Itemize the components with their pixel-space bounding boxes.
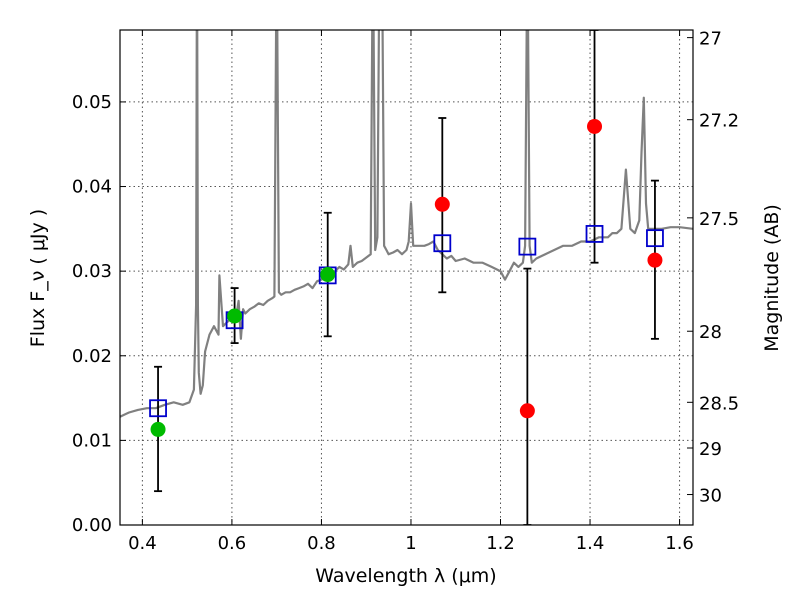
y-tick-label: 0.01	[72, 430, 112, 451]
synthetic-flux-square	[149, 399, 167, 418]
right-tick-label: 27.5	[699, 209, 739, 230]
synthetic-flux-square	[433, 234, 452, 253]
x-tick-label: 0.4	[128, 533, 157, 554]
right-tick-label: 28	[699, 322, 722, 343]
y-tick-label: 0.05	[72, 92, 112, 113]
x-tick-label: 1.4	[576, 533, 605, 554]
observed-flux-point	[434, 196, 450, 212]
x-axis-title: Wavelength λ (μm)	[315, 565, 496, 587]
plot-frame	[119, 29, 694, 526]
synthetic-flux-square	[646, 229, 664, 248]
y-axis-title: Flux F_ν ( μJy )	[27, 209, 49, 347]
ticks: 0.4 0.6 0.8 1 1.2 1.4 1.6 0.00 0.01 0.02 0.03 0.04 0…	[72, 29, 739, 554]
y-tick-label: 0.04	[72, 177, 112, 198]
x-tick-label: 0.8	[307, 533, 336, 554]
right-axis-title: Magnitude (AB)	[761, 204, 783, 352]
right-tick-label: 29	[699, 439, 722, 460]
observed-flux-point	[519, 403, 535, 419]
x-tick-label: 1	[405, 533, 416, 554]
synthetic-flux-square	[585, 225, 604, 243]
right-tick-label: 27	[699, 29, 722, 50]
grid	[120, 30, 693, 526]
x-tick-label: 0.6	[218, 533, 247, 554]
x-tick-label: 1.2	[486, 533, 515, 554]
observed-flux-point	[150, 421, 166, 437]
observed-flux-point	[647, 252, 663, 268]
model-spectrum-line	[120, 30, 693, 418]
right-tick-label: 28.5	[699, 393, 739, 414]
plot-data	[120, 30, 693, 525]
observed-flux-point	[320, 267, 336, 283]
right-tick-label: 30	[699, 486, 722, 507]
x-tick-label: 1.6	[665, 533, 694, 554]
y-tick-label: 0.03	[72, 261, 112, 282]
synthetic-flux-square	[518, 237, 537, 256]
observed-flux-point	[227, 308, 243, 324]
right-tick-label: 27.2	[699, 111, 739, 132]
y-tick-label: 0.02	[72, 346, 112, 367]
y-tick-label: 0.00	[72, 515, 112, 536]
observed-flux-point	[587, 118, 603, 134]
